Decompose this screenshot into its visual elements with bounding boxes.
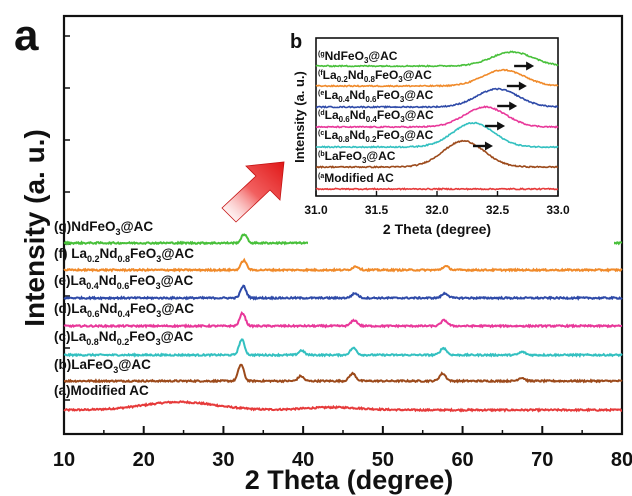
inset-label-d: (dLa0.6Nd0.4FeO3@AC	[318, 108, 434, 124]
inset-label-f: (fLa0.2Nd0.8FeO3@AC	[318, 68, 432, 84]
series-label-c: (c)La0.8Nd0.2FeO3@AC	[54, 329, 193, 347]
inset-x-axis-title: 2 Theta (degree)	[383, 221, 491, 237]
main-x-axis-title: 2 Theta (degree)	[245, 465, 454, 495]
inset-series-line	[315, 68, 559, 88]
main-series-line	[63, 311, 623, 329]
main-series-line	[63, 257, 623, 273]
peak-shift-arrows	[472, 61, 535, 151]
panel-label-a: a	[14, 11, 39, 60]
main-series-labels: (a)Modified AC (b)LaFeO3@AC (c)La0.8Nd0.…	[54, 219, 194, 398]
series-label-g: (g)NdFeO3@AC	[54, 219, 153, 237]
main-x-tick-label: 50	[372, 449, 394, 471]
main-series-line	[63, 338, 623, 358]
shift-arrow-head-icon	[526, 61, 535, 71]
inset-series-group	[315, 50, 559, 191]
inset-x-axis-ticks: 31.0 31.5 32.0 32.5 33.0	[304, 191, 570, 217]
inset-x-tick-label: 32.0	[425, 203, 449, 217]
shift-arrow-head-icon	[497, 121, 506, 131]
series-label-d: (d)La0.6Nd0.4FeO3@AC	[54, 301, 194, 319]
main-x-tick-label: 30	[212, 449, 234, 471]
inset-panel: b 31.0 31.5 32.0 32.5 33.0 2 Theta (degree) …	[290, 18, 614, 246]
inset-series-line	[315, 187, 559, 191]
zoom-arrow-icon	[221, 161, 285, 223]
inset-series-labels: (gNdFeO3@AC (fLa0.2Nd0.8FeO3@AC (eLa0.4N…	[318, 49, 434, 185]
main-x-tick-label: 10	[53, 449, 75, 471]
main-x-tick-label: 80	[611, 449, 632, 471]
series-label-e: (e)La0.4Nd0.6FeO3@AC	[54, 273, 193, 291]
main-x-tick-label: 20	[133, 449, 155, 471]
inset-label-e: (eLa0.4Nd0.6FeO3@AC	[318, 88, 434, 104]
inset-x-tick-label: 33.0	[546, 203, 570, 217]
main-y-axis-ticks	[64, 35, 70, 401]
main-x-tick-label: 60	[451, 449, 473, 471]
inset-label-c: (cLa0.8Nd0.2FeO3@AC	[318, 128, 434, 144]
main-y-axis-title: Intensity (a. u.)	[19, 129, 50, 327]
inset-series-line	[315, 105, 559, 129]
inset-label-a: (aModified AC	[318, 171, 394, 185]
inset-series-line	[315, 139, 559, 169]
main-x-tick-label: 70	[531, 449, 553, 471]
shift-arrow-head-icon	[509, 101, 518, 111]
inset-x-tick-label: 32.5	[486, 203, 510, 217]
main-x-axis-ticks: 10 20 30 40 50 60 70 80	[53, 426, 632, 471]
main-x-tick-label: 40	[292, 449, 314, 471]
inset-background	[308, 18, 614, 246]
series-label-f: (f) La0.2Nd0.8FeO3@AC	[54, 246, 194, 264]
series-label-a: (a)Modified AC	[54, 383, 149, 398]
inset-x-tick-label: 31.0	[304, 203, 328, 217]
inset-y-axis-title: Intensity (a. u.)	[292, 71, 307, 163]
shift-arrow-head-icon	[518, 81, 527, 91]
shift-arrow-head-icon	[484, 141, 493, 151]
panel-label-b: b	[290, 31, 302, 53]
inset-label-b: (bLaFeO3@AC	[318, 149, 396, 165]
inset-series-line	[315, 50, 559, 68]
inset-x-tick-label: 31.5	[365, 203, 389, 217]
inset-series-line	[315, 121, 559, 149]
inset-series-line	[315, 87, 559, 109]
main-series-line	[63, 284, 623, 301]
series-label-b: (b)LaFeO3@AC	[54, 357, 151, 375]
main-series-line	[64, 363, 623, 384]
main-series-line	[63, 399, 623, 413]
inset-label-g: (gNdFeO3@AC	[318, 49, 398, 65]
